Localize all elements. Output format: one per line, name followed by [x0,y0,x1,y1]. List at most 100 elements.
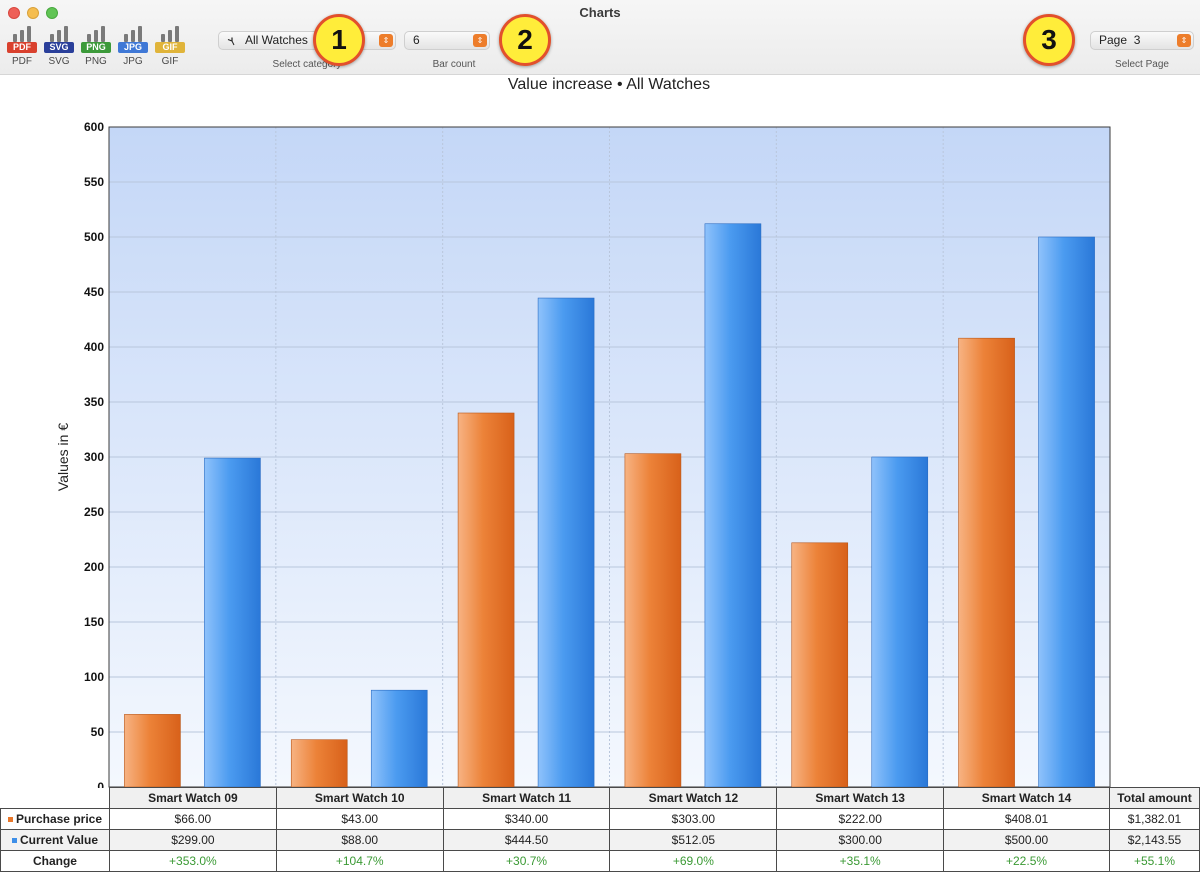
bar-count-value: 6 [413,33,420,47]
bar-count-select[interactable]: 6 ⇕ [404,31,490,50]
table-cell: $300.00 [776,829,945,851]
table-cell: +353.0% [108,850,277,872]
table-row: Purchase price $66.00 $43.00 $340.00 $303.00… [0,808,1200,830]
export-label: PNG [85,56,107,67]
y-tick-label: 100 [84,670,104,684]
y-tick-label: 550 [84,175,104,189]
total-cell: $2,143.55 [1108,829,1200,851]
export-png-button[interactable]: PNG PNG [79,26,113,67]
current-value-bar [370,689,428,788]
y-axis-label: Values in € [55,423,71,491]
export-gif-button[interactable]: GIF GIF [153,26,187,67]
minimize-window-button[interactable] [27,7,39,19]
export-label: SVG [48,56,70,67]
export-badge: PNG [81,42,111,53]
y-tick-label: 150 [84,615,104,629]
category-value: All Watches [245,33,308,47]
table-cell: $43.00 [275,808,444,830]
bar-chart-icon [46,26,72,42]
y-tick-label: 400 [84,340,104,354]
zoom-window-button[interactable] [46,7,58,19]
table-cell: $303.00 [609,808,778,830]
total-cell: $1,382.01 [1108,808,1200,830]
row-label: Current Value [19,833,98,847]
table-cell: +30.7% [442,850,611,872]
y-tick-label: 250 [84,505,104,519]
export-badge: JPG [118,42,148,53]
table-cell: +69.0% [609,850,778,872]
export-label: PDF [12,56,32,67]
current-value-bar [871,456,929,788]
y-tick-label: 50 [91,725,105,739]
y-tick-label: 300 [84,450,104,464]
y-tick-label: 0 [97,780,104,790]
table-cell: +35.1% [776,850,945,872]
y-tick-label: 450 [84,285,104,299]
bar-chart-icon [9,26,35,42]
column-header: Smart Watch 13 [776,787,945,809]
table-cell: +104.7% [275,850,444,872]
row-header: Purchase price [0,808,110,830]
page-select[interactable]: Page 3 ⇕ [1090,31,1194,50]
table-row: Current Value $299.00 $88.00 $444.50 $512.05… [0,829,1200,851]
table-cell: $222.00 [776,808,945,830]
table-cell: $340.00 [442,808,611,830]
y-tick-label: 600 [84,120,104,134]
export-badge: GIF [155,42,185,53]
total-column-header: Total amount [1108,787,1200,809]
legend-swatch [7,817,13,822]
chevron-updown-icon: ⇕ [1177,34,1191,47]
row-label: Purchase price [15,812,102,826]
data-table: Smart Watch 09 Smart Watch 10 Smart Watch … [0,787,1200,872]
legend-swatch [11,838,17,843]
export-badge: PDF [7,42,37,53]
total-cell: +55.1% [1108,850,1200,872]
table-cell: $408.01 [943,808,1110,830]
export-jpg-button[interactable]: JPG JPG [116,26,150,67]
export-label: JPG [123,56,143,67]
column-header: Smart Watch 12 [609,787,778,809]
export-pdf-button[interactable]: PDF PDF [5,26,39,67]
table-cell: +22.5% [943,850,1110,872]
table-corner [0,787,110,809]
purchase-price-bar [958,337,1015,788]
y-tick-label: 500 [84,230,104,244]
purchase-price-bar [124,714,181,788]
table-cell: $88.00 [275,829,444,851]
y-tick-label: 200 [84,560,104,574]
row-header: Change [0,850,110,872]
column-header: Smart Watch 09 [108,787,277,809]
table-row: Change +353.0% +104.7% +30.7% +69.0% +35.1% +2… [0,850,1200,872]
column-header: Smart Watch 11 [442,787,611,809]
purchase-price-bar [457,412,515,788]
column-header: Smart Watch 10 [275,787,444,809]
table-cell: $500.00 [943,829,1110,851]
export-svg-button[interactable]: SVG SVG [42,26,76,67]
current-value-bar [537,297,595,788]
callout-1: 1 [313,14,365,66]
table-cell: $66.00 [108,808,277,830]
page-caption: Select Page [1115,59,1169,70]
watch-icon [226,35,238,52]
column-header: Smart Watch 14 [943,787,1110,809]
row-header: Current Value [0,829,110,851]
page-value: Page 3 [1099,33,1141,47]
chevron-updown-icon: ⇕ [379,34,393,47]
current-value-bar [1038,236,1095,788]
export-badge: SVG [44,42,74,53]
category-caption: Select category [272,59,342,70]
window-title: Charts [579,5,621,20]
purchase-price-bar [624,453,682,788]
bar-chart-icon [83,26,109,42]
bar-chart: 0 50 100 150 200 250 300 350 400 450 500 550 600 Valu… [55,120,1111,790]
purchase-price-bar [290,739,348,788]
close-window-button[interactable] [8,7,20,19]
callout-3: 3 [1023,14,1075,66]
purchase-price-bar [791,542,849,788]
table-cell: $299.00 [108,829,277,851]
y-tick-label: 350 [84,395,104,409]
chart-title: Value increase • All Watches [507,76,711,93]
bar-chart-icon [157,26,183,42]
bar-chart-icon [120,26,146,42]
callout-2: 2 [499,14,551,66]
